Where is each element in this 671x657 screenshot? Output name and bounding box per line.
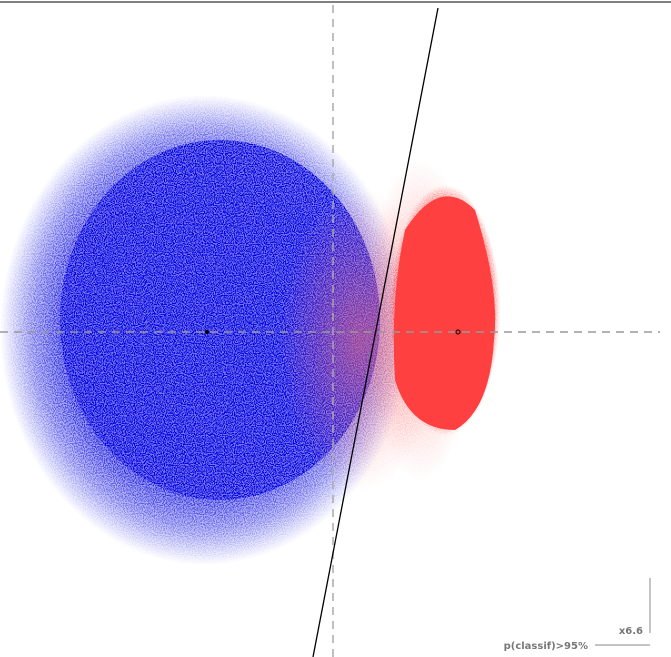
legend-label: p(classif)>95%: [504, 641, 588, 652]
scale-label: x6.6: [619, 626, 643, 637]
red-core: [393, 196, 496, 430]
blue-centroid: [205, 330, 209, 334]
red-centroid: [455, 329, 461, 335]
decision-boundary: [312, 7, 439, 657]
